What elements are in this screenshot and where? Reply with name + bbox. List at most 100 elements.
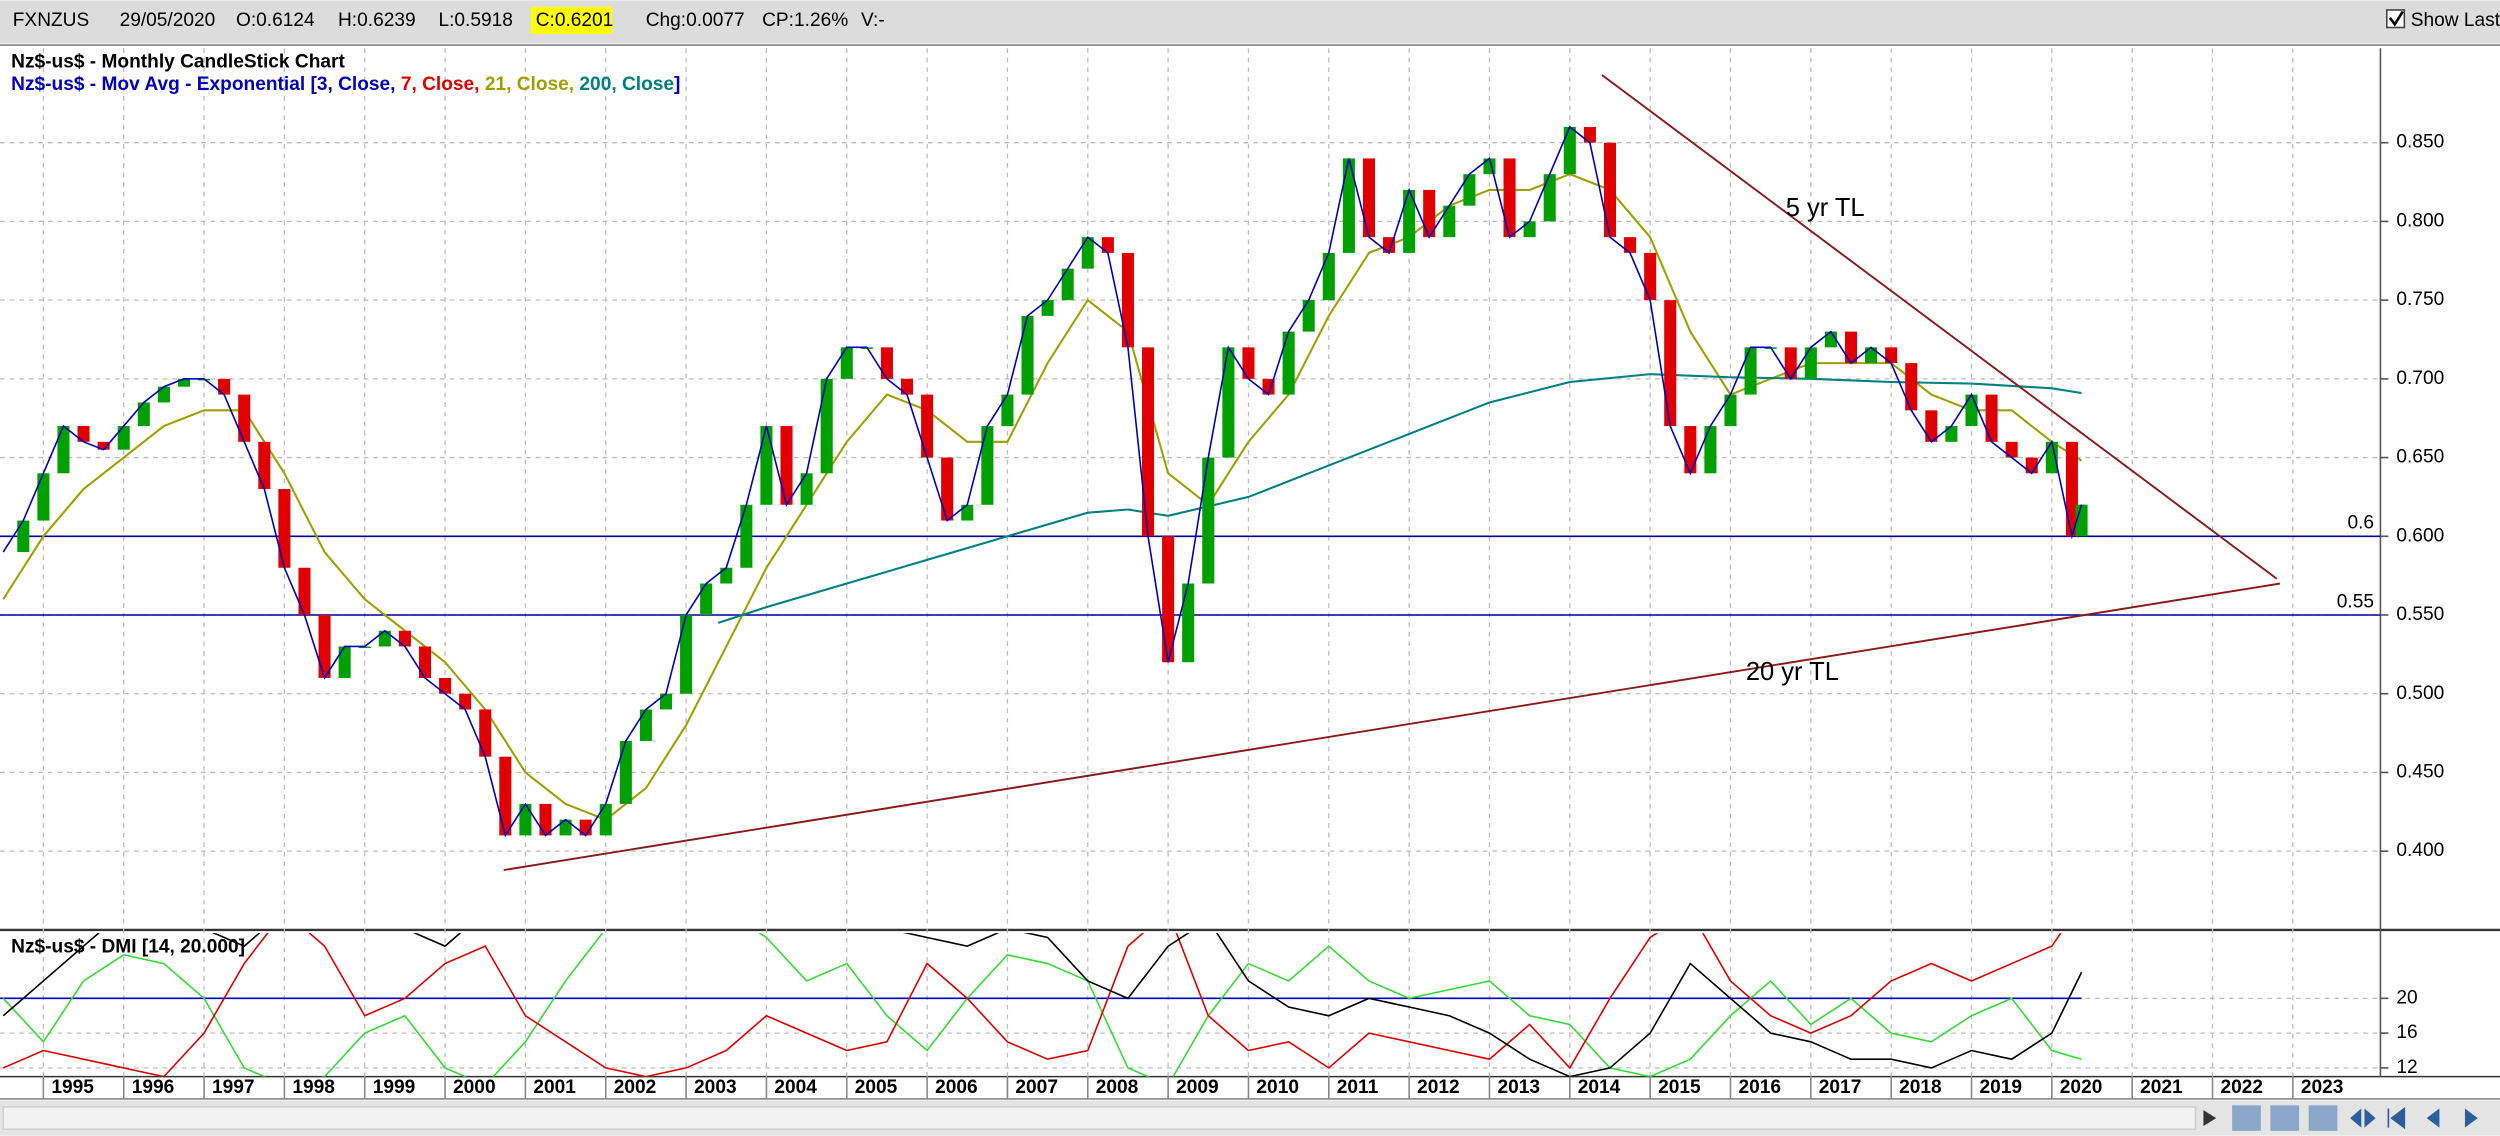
candle-body <box>1342 158 1355 253</box>
y-tick-label: 0.850 <box>2396 132 2444 153</box>
y-tick-label: 0.450 <box>2396 761 2444 782</box>
x-tick-label: 2001 <box>533 1077 576 1098</box>
candle-body <box>1021 315 1034 395</box>
candle-body <box>1905 363 1918 411</box>
open: O:0.6124 <box>236 10 315 31</box>
prev-button[interactable] <box>2426 1108 2440 1128</box>
trendline-label: 5 yr TL <box>1786 194 1865 222</box>
x-tick-label: 2008 <box>1096 1077 1139 1098</box>
dmi-line <box>2 933 2083 1077</box>
candle-body <box>820 378 833 474</box>
x-tick-label: 2005 <box>855 1077 898 1098</box>
symbol: FXNZUS <box>13 10 90 31</box>
candle-body <box>659 693 673 710</box>
candle-body <box>1101 237 1114 253</box>
low: L:0.5918 <box>438 10 512 31</box>
trendline-label: 20 yr TL <box>1746 658 1839 686</box>
x-tick-label: 2013 <box>1497 1077 1540 1098</box>
candle-body <box>1744 347 1757 395</box>
candle-body <box>218 378 231 395</box>
trendline <box>1601 74 2278 580</box>
candle-body <box>1142 347 1155 537</box>
candle-body <box>238 394 251 442</box>
candle-body <box>1423 189 1436 238</box>
trendline <box>503 582 2281 871</box>
candle-body <box>459 693 472 710</box>
show-last-label[interactable]: Show Last <box>2411 10 2500 31</box>
x-tick-label: 2014 <box>1578 1077 1621 1098</box>
candle-body <box>1664 300 1677 427</box>
ma-legend: Nz$-us$ - Mov Avg - Exponential [3, Clos… <box>11 74 680 95</box>
candle-body <box>1403 189 1416 253</box>
x-tick-label: 2017 <box>1819 1077 1862 1098</box>
candle-body <box>2005 441 2018 458</box>
candle-body <box>961 504 974 521</box>
candle-body <box>1724 394 1737 427</box>
candle-body <box>177 378 190 387</box>
candle-body <box>157 386 170 403</box>
x-tick-label: 2003 <box>694 1077 737 1098</box>
candle-body <box>358 646 371 649</box>
candle-body <box>941 457 954 521</box>
tool-button[interactable] <box>2232 1105 2261 1131</box>
candle-body <box>1945 426 1958 442</box>
level-label: 0.55 <box>2337 591 2374 612</box>
candle-body <box>1061 268 1074 301</box>
scroll-track[interactable] <box>2 1106 2197 1131</box>
candle-body <box>700 583 713 615</box>
candle-body <box>1282 331 1295 395</box>
x-tick-label: 2000 <box>453 1077 496 1098</box>
candle-body <box>1985 394 1998 442</box>
candle-body <box>1885 347 1898 364</box>
candle-body <box>1001 394 1014 427</box>
candle-body <box>1202 457 1215 584</box>
candle-body <box>1322 252 1335 301</box>
candle-body <box>840 347 853 379</box>
close-highlight <box>530 6 613 34</box>
candle-body <box>1543 174 1556 222</box>
candle-body <box>780 426 793 505</box>
candle-body <box>1362 158 1375 238</box>
candle-body <box>117 426 130 450</box>
candle-body <box>398 630 411 647</box>
dmi-title: Nz$-us$ - DMI [14, 20.000] <box>11 937 245 958</box>
candle-body <box>258 441 271 490</box>
next-button[interactable] <box>2464 1108 2478 1128</box>
y-tick-label: 0.500 <box>2396 683 2444 704</box>
chart-title: Nz$-us$ - Monthly CandleStick Chart <box>11 52 345 73</box>
tool-button[interactable] <box>2308 1105 2338 1131</box>
scroll-right[interactable] <box>2203 1110 2217 1127</box>
x-tick-label: 2019 <box>1979 1077 2022 1098</box>
y-tick-label: 20 <box>2396 987 2417 1008</box>
dmi-line <box>2 933 2062 1077</box>
legend-part: 21, Close, <box>485 74 580 95</box>
x-tick-label: 2006 <box>935 1077 978 1098</box>
candle-body <box>57 426 70 474</box>
candle-body <box>1162 536 1175 663</box>
x-tick-label: 2020 <box>2060 1077 2103 1098</box>
candle-body <box>1804 347 1817 379</box>
zoom-button[interactable] <box>2350 1108 2376 1128</box>
candle-body <box>298 567 311 615</box>
candle-body <box>2045 441 2058 474</box>
x-tick-label: 2004 <box>774 1077 817 1098</box>
first-button[interactable] <box>2387 1106 2406 1130</box>
y-tick-label: 16 <box>2396 1022 2417 1043</box>
candle-body <box>77 426 90 442</box>
candle-body <box>1844 331 1858 364</box>
candle-body <box>1704 426 1717 474</box>
candle-body <box>1041 300 1054 316</box>
tool-button[interactable] <box>2270 1105 2300 1131</box>
candle-body <box>981 426 994 505</box>
y-tick-label: 0.600 <box>2396 525 2444 546</box>
candle-body <box>599 803 612 836</box>
x-tick-label: 2010 <box>1256 1077 1299 1098</box>
change-pct: CP:1.26% <box>762 10 848 31</box>
candle-body <box>499 756 512 836</box>
x-tick-label: 2022 <box>2220 1077 2263 1098</box>
x-tick-label: 1995 <box>51 1077 94 1098</box>
candle-body <box>137 402 150 427</box>
candle-body <box>1865 347 1878 364</box>
x-tick-label: 2021 <box>2140 1077 2183 1098</box>
y-tick-label: 0.650 <box>2396 447 2444 468</box>
